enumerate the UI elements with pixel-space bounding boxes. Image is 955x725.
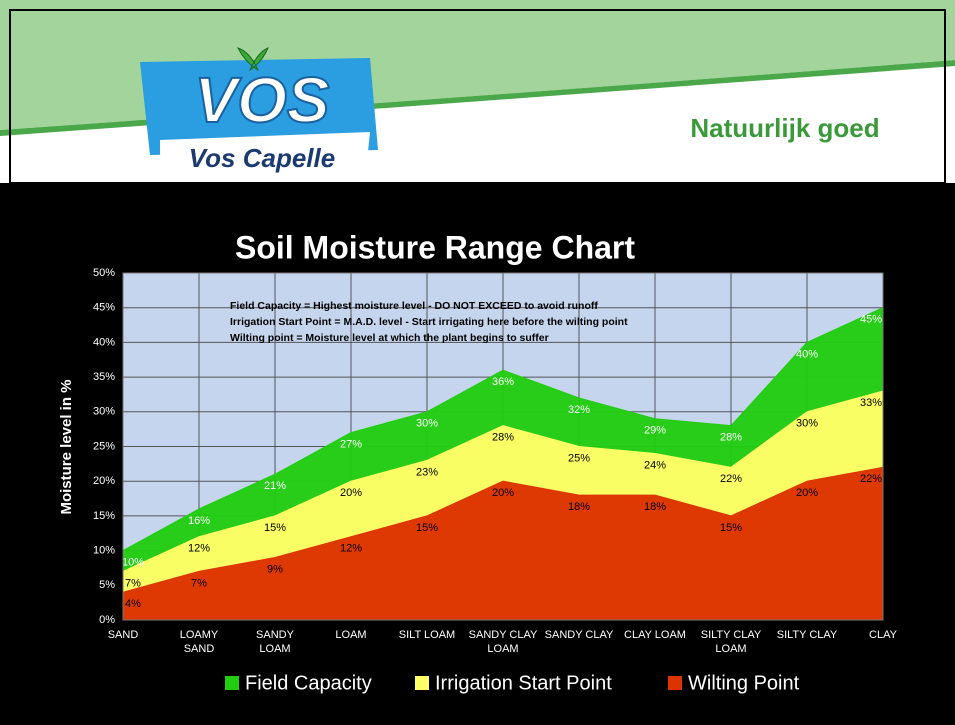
y-tick-label: 5% <box>99 579 115 591</box>
area <box>122 466 884 621</box>
data-label: 22% <box>860 473 882 485</box>
data-label: 18% <box>568 501 590 513</box>
x-tick-label: LOAM <box>335 629 367 641</box>
data-label: 29% <box>644 425 666 437</box>
data-label: 27% <box>340 439 362 451</box>
y-tick-label: 35% <box>93 371 115 383</box>
data-label: 15% <box>720 522 742 534</box>
logo-bg <box>140 58 378 155</box>
y-tick-label: 20% <box>93 475 115 487</box>
annotation: Field Capacity = Highest moisture level … <box>230 300 598 312</box>
x-tick-label: SANDY CLAY LOAM <box>468 629 538 655</box>
data-label: 16% <box>188 515 210 527</box>
chart-title: Soil Moisture Range Chart <box>235 229 635 265</box>
data-label: 15% <box>264 522 286 534</box>
x-tick-label: CLAY <box>869 629 897 641</box>
y-tick-label: 15% <box>93 510 115 522</box>
x-tick-label: CLAY LOAM <box>624 629 686 641</box>
data-label: 28% <box>720 432 742 444</box>
data-label: 36% <box>492 376 514 388</box>
data-label: 28% <box>492 432 514 444</box>
y-tick-label: 25% <box>93 440 115 452</box>
data-label: 15% <box>416 522 438 534</box>
data-label: 9% <box>267 563 283 575</box>
data-label: 22% <box>720 473 742 485</box>
y-tick-label: 50% <box>93 267 115 279</box>
y-tick-label: 0% <box>99 614 115 626</box>
y-tick-label: 10% <box>93 545 115 557</box>
x-tick-label: SAND <box>107 629 139 641</box>
legend-label: Wilting Point <box>688 672 800 694</box>
data-label: 30% <box>796 418 818 430</box>
y-axis-label: Moisture level in % <box>58 379 75 514</box>
slogan: Natuurlijk goed <box>690 113 879 143</box>
y-tick-label: 45% <box>93 302 115 314</box>
data-label: 20% <box>340 487 362 499</box>
plot-border <box>122 272 884 621</box>
annotation: Irrigation Start Point = M.A.D. level - … <box>230 316 628 328</box>
data-label: 25% <box>568 452 590 464</box>
data-label: 21% <box>264 480 286 492</box>
data-label: 33% <box>860 397 882 409</box>
data-label: 10% <box>122 557 144 569</box>
x-tick-label: LOAMY SAND <box>179 629 219 655</box>
legend-label: Irrigation Start Point <box>435 672 612 694</box>
annotation: Wilting point = Moisture level at which … <box>230 332 549 344</box>
data-label: 45% <box>860 314 882 326</box>
data-label: 32% <box>568 404 590 416</box>
data-label: 12% <box>188 543 210 555</box>
data-label: 7% <box>191 577 207 589</box>
y-tick-label: 30% <box>93 406 115 418</box>
data-label: 7% <box>125 577 141 589</box>
legend-label: Field Capacity <box>245 672 372 694</box>
data-label: 40% <box>796 348 818 360</box>
data-label: 20% <box>492 487 514 499</box>
header-border <box>9 9 946 184</box>
brand: Vos Capelle <box>189 143 335 173</box>
x-tick-label: SILTY CLAY <box>776 629 838 641</box>
x-tick-label: SILTY CLAY LOAM <box>700 629 762 655</box>
legend-swatch <box>668 676 682 690</box>
legend-swatch <box>415 676 429 690</box>
x-tick-label: SANDY LOAM <box>256 629 294 655</box>
data-label: 12% <box>340 543 362 555</box>
x-tick-label: SILT LOAM <box>398 629 456 641</box>
logo-band <box>160 132 370 182</box>
logo-leaves <box>237 47 269 72</box>
data-label: 30% <box>416 418 438 430</box>
data-label: 4% <box>125 598 141 610</box>
y-tick-label: 40% <box>93 336 115 348</box>
data-label: 18% <box>644 501 666 513</box>
data-label: 23% <box>416 466 438 478</box>
legend-swatch <box>225 676 239 690</box>
x-tick-label: SANDY CLAY <box>544 629 614 641</box>
logo-text: VOS <box>194 64 329 136</box>
data-label: 24% <box>644 459 666 471</box>
data-label: 20% <box>796 487 818 499</box>
